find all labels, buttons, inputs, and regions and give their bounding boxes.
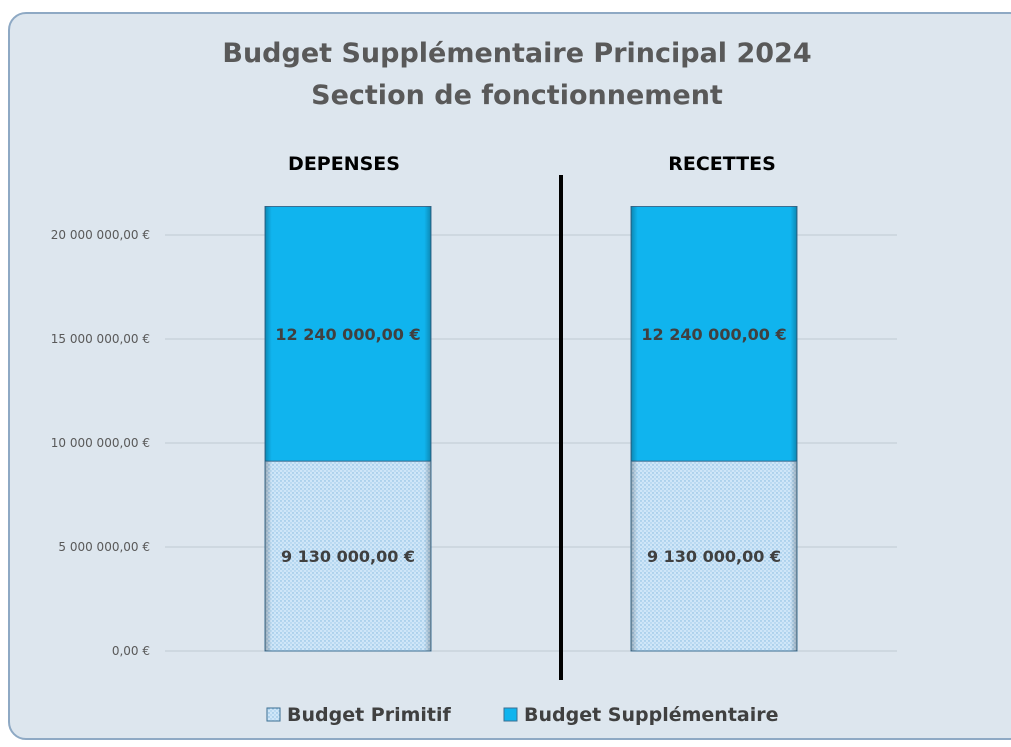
data-label: 12 240 000,00 € — [275, 325, 420, 344]
category-heading: RECETTES — [668, 153, 776, 175]
data-label: 9 130 000,00 € — [647, 547, 781, 566]
y-axis: 0,00 € 5 000 000,00 € 10 000 000,00 € 15 00… — [51, 228, 150, 658]
y-tick-label: 0,00 € — [112, 644, 150, 658]
chart-frame — [8, 12, 1011, 740]
bars: 9 130 000,00 € 12 240 000,00 € 9 130 000,0… — [264, 206, 798, 652]
y-tick-label: 15 000 000,00 € — [51, 332, 150, 346]
legend-label: Budget Supplémentaire — [524, 704, 779, 726]
chart-title: Budget Supplémentaire Principal 2024 — [222, 38, 811, 69]
category-headings: DEPENSES RECETTES — [288, 153, 776, 175]
bar-shade — [265, 461, 431, 651]
bar-shade — [631, 461, 797, 651]
bar-shade — [265, 206, 431, 462]
legend-swatch — [503, 707, 518, 722]
chart-subtitle: Section de fonctionnement — [311, 80, 723, 111]
legend: Budget Primitif Budget Supplémentaire — [266, 704, 779, 726]
y-tick-label: 5 000 000,00 € — [58, 540, 150, 554]
y-tick-label: 20 000 000,00 € — [51, 228, 150, 242]
legend-swatch — [266, 707, 281, 722]
data-label: 12 240 000,00 € — [641, 325, 786, 344]
data-label: 9 130 000,00 € — [281, 547, 415, 566]
category-heading: DEPENSES — [288, 153, 400, 175]
legend-label: Budget Primitif — [287, 704, 452, 726]
y-tick-label: 10 000 000,00 € — [51, 436, 150, 450]
bar-shade — [631, 206, 797, 462]
